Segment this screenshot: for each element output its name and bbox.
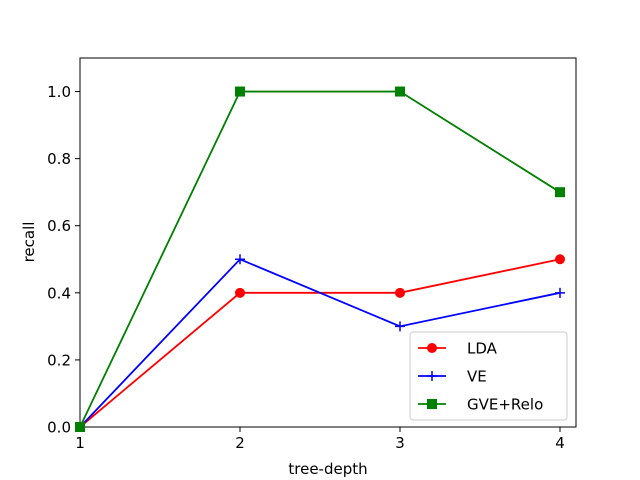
data-point-gve-relo xyxy=(555,187,565,198)
legend-item-lda: LDA xyxy=(418,340,498,358)
series-line-gve-relo xyxy=(79,90,561,428)
series-layer xyxy=(75,86,565,432)
legend-item-ve: VE xyxy=(418,368,487,386)
series-line-ve xyxy=(79,258,561,428)
x-axis-ticks: 1 2 3 4 xyxy=(75,427,565,452)
legend-swatch-marker xyxy=(427,399,437,409)
legend-label: LDA xyxy=(467,340,498,358)
data-point-lda xyxy=(555,254,565,265)
legend-swatch-marker xyxy=(427,371,437,381)
y-tick-label: 1.0 xyxy=(47,83,71,101)
legend-swatch-marker xyxy=(427,343,437,353)
y-tick-label: 0.8 xyxy=(47,150,71,168)
data-point-lda xyxy=(395,287,405,298)
x-tick-label: 3 xyxy=(395,434,405,452)
legend-label: GVE+Relo xyxy=(467,396,543,414)
data-point-gve-relo xyxy=(395,86,405,97)
legend: LDA VE GVE+Relo xyxy=(409,331,568,421)
y-tick-label: 0.2 xyxy=(47,351,71,369)
series-gve-relo xyxy=(75,86,565,432)
x-axis-label: tree-depth xyxy=(288,460,367,478)
x-tick-label: 2 xyxy=(235,434,245,452)
y-axis-label: recall xyxy=(20,222,38,263)
y-tick-label: 0.6 xyxy=(47,217,71,235)
y-tick-label: 0.0 xyxy=(47,419,71,437)
x-tick-label: 4 xyxy=(555,434,565,452)
legend-label: VE xyxy=(467,368,487,386)
x-tick-label: 1 xyxy=(75,434,85,452)
y-axis-ticks: 0.0 0.2 0.4 0.6 0.8 1.0 xyxy=(47,83,80,437)
legend-item-gve-relo: GVE+Relo xyxy=(418,396,543,414)
legend-box xyxy=(409,331,568,421)
data-point-gve-relo xyxy=(235,86,245,97)
data-point-ve xyxy=(395,321,405,332)
data-point-ve xyxy=(235,254,245,265)
data-point-ve xyxy=(555,287,565,298)
data-point-lda xyxy=(235,287,245,298)
y-tick-label: 0.4 xyxy=(47,284,71,302)
data-point-gve-relo xyxy=(75,422,85,432)
